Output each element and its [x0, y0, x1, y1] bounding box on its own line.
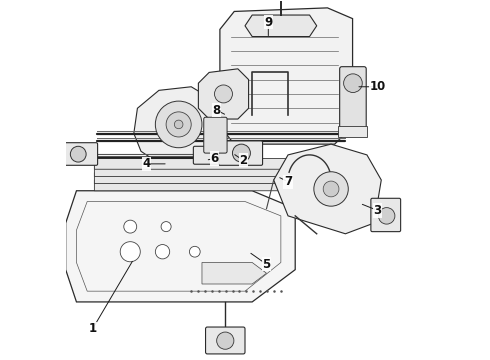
Circle shape [314, 172, 348, 206]
Text: 6: 6 [210, 152, 219, 165]
Polygon shape [66, 191, 295, 302]
Circle shape [232, 144, 250, 162]
Circle shape [161, 222, 171, 231]
Polygon shape [202, 262, 267, 284]
Polygon shape [245, 15, 317, 37]
Circle shape [190, 246, 200, 257]
Polygon shape [274, 144, 381, 234]
Text: 9: 9 [264, 16, 272, 29]
Text: 10: 10 [369, 80, 386, 93]
Circle shape [155, 101, 202, 148]
Circle shape [120, 242, 140, 262]
Polygon shape [220, 8, 353, 144]
Polygon shape [95, 173, 295, 184]
Text: 2: 2 [239, 154, 247, 167]
FancyBboxPatch shape [205, 327, 245, 354]
Circle shape [378, 208, 395, 224]
Circle shape [174, 120, 183, 129]
Polygon shape [198, 69, 248, 119]
Polygon shape [95, 180, 295, 191]
Text: 4: 4 [142, 157, 150, 170]
Text: 3: 3 [373, 204, 382, 217]
FancyBboxPatch shape [64, 143, 98, 165]
Text: 8: 8 [212, 104, 220, 117]
Circle shape [215, 85, 232, 103]
FancyBboxPatch shape [204, 117, 227, 153]
Circle shape [124, 220, 137, 233]
Circle shape [323, 181, 339, 197]
Circle shape [166, 112, 191, 137]
Text: 1: 1 [89, 322, 97, 335]
Polygon shape [95, 166, 295, 176]
Circle shape [343, 74, 362, 93]
FancyBboxPatch shape [219, 141, 263, 165]
FancyBboxPatch shape [340, 67, 366, 129]
FancyBboxPatch shape [371, 198, 401, 231]
Polygon shape [134, 87, 223, 158]
Circle shape [71, 146, 86, 162]
FancyBboxPatch shape [194, 146, 223, 164]
Text: 7: 7 [284, 175, 292, 188]
Circle shape [155, 244, 170, 259]
Polygon shape [95, 158, 295, 169]
Text: 5: 5 [262, 258, 270, 271]
Circle shape [217, 332, 234, 349]
Polygon shape [338, 126, 367, 137]
